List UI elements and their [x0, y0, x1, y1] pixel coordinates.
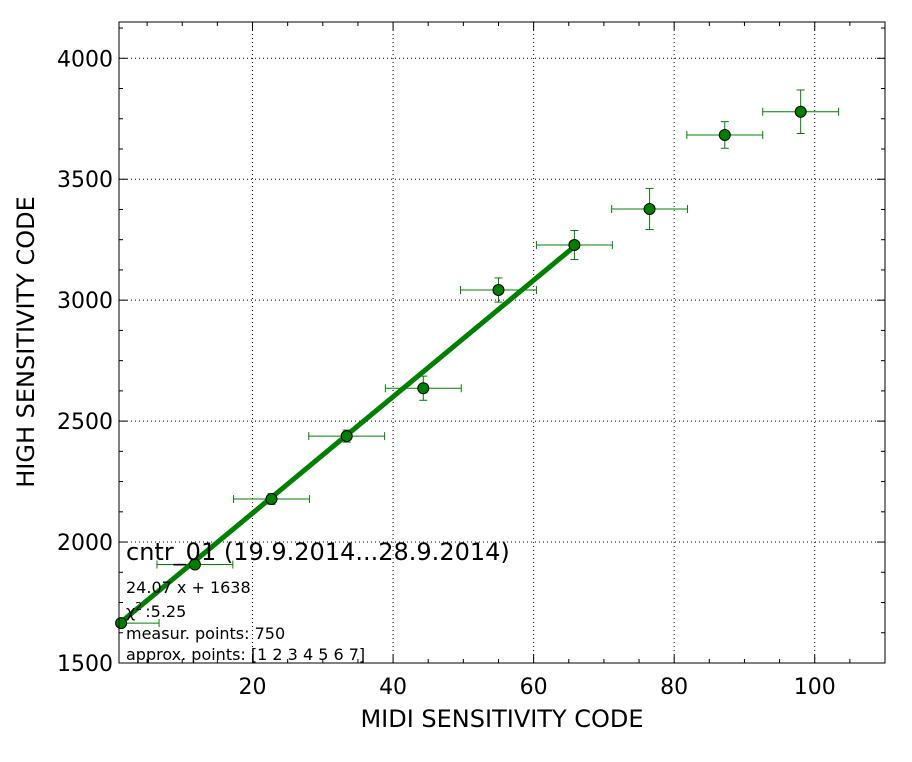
y-tick-label: 4000: [57, 47, 113, 72]
y-tick-labels: 1500 2000 2500 3000 3500 4000: [57, 47, 113, 677]
x-tick-label: 20: [239, 675, 267, 700]
y-tick-label: 2500: [57, 410, 113, 435]
x-axis-label: MIDI SENSITIVITY CODE: [360, 705, 643, 733]
chi-superscript: 2: [135, 600, 142, 613]
y-axis-label: HIGH SENSITIVITY CODE: [12, 196, 40, 488]
x-tick-label: 100: [794, 675, 836, 700]
data-point: [340, 430, 353, 443]
data-point: [568, 239, 581, 252]
axis-ticks: [119, 22, 885, 664]
y-tick-label: 3500: [57, 168, 113, 193]
data-point: [188, 558, 201, 571]
data-point: [718, 128, 731, 141]
data-point: [794, 105, 807, 118]
data-point: [265, 493, 278, 506]
x-tick-label: 60: [520, 675, 548, 700]
x-tick-label: 40: [379, 675, 407, 700]
plot-frame: [118, 21, 886, 664]
grid-lines: [119, 22, 885, 664]
data-points: [115, 105, 807, 630]
data-point: [417, 382, 430, 395]
y-tick-label: 1500: [57, 652, 113, 677]
y-tick-label: 3000: [57, 289, 113, 314]
x-tick-labels: 20 40 60 80 100: [239, 675, 836, 700]
chi-value: :5.25: [145, 602, 186, 621]
data-point: [115, 617, 128, 630]
y-tick-label: 2000: [57, 531, 113, 556]
approx-points-annotation: approx. points: [1 2 3 4 5 6 7]: [126, 645, 365, 664]
chi-square-annotation: χ2:5.25: [126, 600, 186, 621]
chi-symbol: χ: [126, 602, 135, 621]
chart-title-annotation: cntr_01 (19.9.2014...28.9.2014): [126, 538, 510, 566]
measur-points-annotation: measur. points: 750: [126, 624, 285, 643]
x-tick-label: 80: [660, 675, 688, 700]
data-point: [492, 284, 505, 297]
fit-equation: 24.07 x + 1638: [126, 578, 251, 597]
data-point: [643, 202, 656, 215]
